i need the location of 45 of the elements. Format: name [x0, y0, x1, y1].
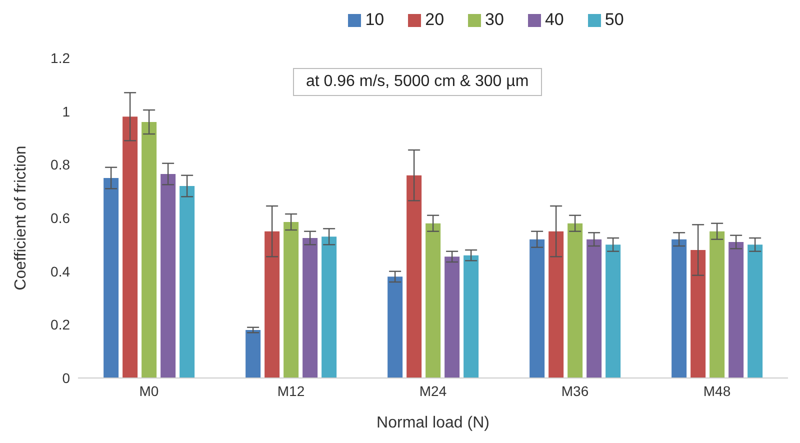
bar: [160, 174, 176, 378]
y-tick-label: 0.4: [50, 263, 70, 280]
bar: [710, 231, 725, 378]
y-tick-label: 1: [62, 103, 70, 120]
bar: [568, 223, 583, 378]
x-tick-label: M0: [139, 382, 159, 399]
legend-label: 40: [544, 10, 564, 29]
bar: [104, 178, 119, 378]
y-tick-label: 0.2: [50, 316, 70, 333]
bar: [464, 255, 479, 378]
y-tick-label: 0.8: [50, 156, 70, 173]
annotation: at 0.96 m/s, 5000 cm & 300 µm: [293, 68, 542, 96]
x-tick-label: M48: [703, 382, 731, 399]
legend-label: 10: [365, 10, 384, 29]
legend-label: 50: [604, 10, 624, 29]
bar: [388, 276, 403, 378]
x-tick-label: M24: [419, 382, 447, 399]
bar: [246, 330, 261, 378]
bar: [530, 239, 545, 378]
bar: [264, 231, 280, 378]
bar: [142, 122, 157, 378]
bar: [406, 175, 422, 378]
bar: [444, 256, 460, 378]
bar: [672, 239, 687, 378]
x-tick-label: M36: [561, 382, 589, 399]
bar: [122, 116, 138, 378]
bar: [322, 236, 337, 378]
bar: [690, 250, 706, 378]
bar: [180, 186, 195, 378]
bar: [426, 223, 441, 378]
x-axis-title: Normal load (N): [376, 414, 490, 432]
bar: [302, 238, 318, 378]
x-tick-label: M12: [277, 382, 305, 399]
bar: [728, 242, 744, 378]
bar: [606, 244, 621, 378]
y-tick-label: 0: [62, 370, 70, 386]
bar: [586, 239, 602, 378]
y-axis-title: Coefficient of friction: [12, 146, 30, 290]
bar: [284, 222, 299, 378]
y-tick-label: 1.2: [50, 50, 70, 66]
bar: [748, 244, 763, 378]
legend-label: 20: [425, 10, 444, 29]
bar: [548, 231, 564, 378]
y-tick-label: 0.6: [50, 210, 70, 226]
legend-label: 30: [485, 10, 504, 29]
